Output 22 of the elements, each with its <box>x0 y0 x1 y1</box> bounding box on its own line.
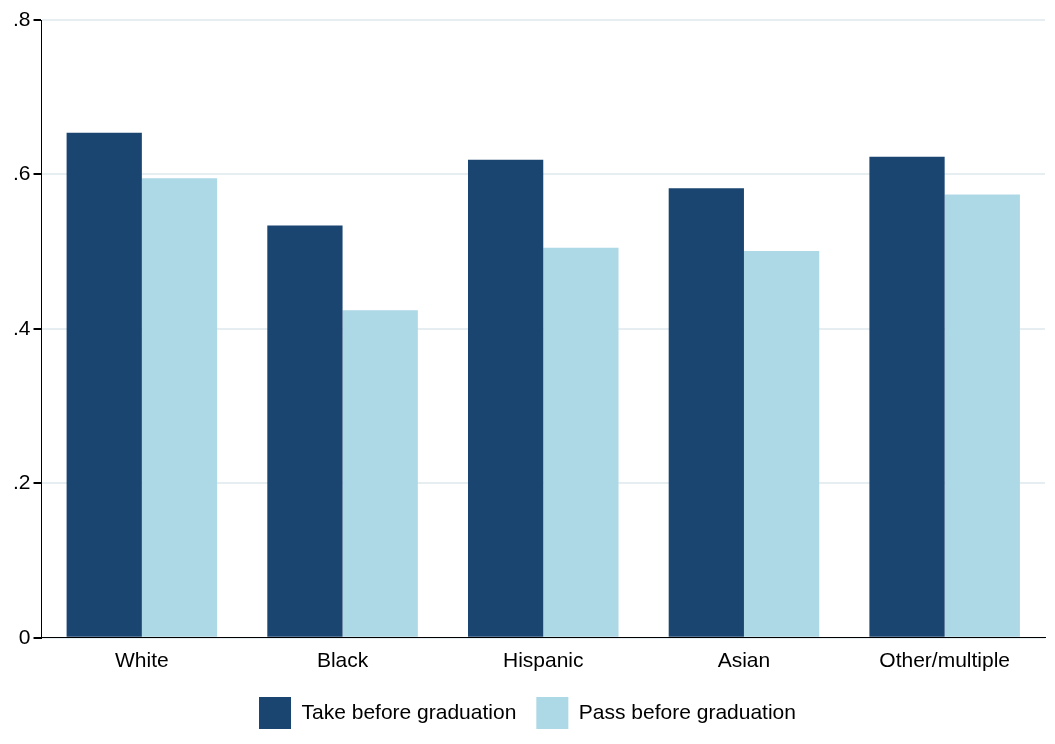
bar <box>668 188 744 637</box>
bar <box>66 132 142 637</box>
x-tick-label: Hispanic <box>502 648 584 672</box>
bar <box>743 250 820 637</box>
bar <box>869 156 945 637</box>
y-tick-label: .8 <box>13 6 31 30</box>
bar <box>141 178 218 637</box>
x-tick-label: Asian <box>717 648 771 672</box>
bar <box>342 310 418 637</box>
y-tick-label: .6 <box>13 161 31 185</box>
bar <box>267 225 343 637</box>
bar <box>468 159 544 637</box>
legend-label: Pass before graduation <box>578 699 796 723</box>
bar <box>543 247 619 637</box>
y-tick-label: 0 <box>18 624 31 648</box>
bar <box>944 194 1020 637</box>
legend-label: Take before graduation <box>301 699 517 723</box>
x-tick-label: Other/multiple <box>879 648 1011 672</box>
y-tick-label: .4 <box>13 315 31 339</box>
x-tick-label: White <box>115 648 169 672</box>
x-tick-label: Black <box>316 648 369 672</box>
y-tick-label: .2 <box>13 470 31 494</box>
